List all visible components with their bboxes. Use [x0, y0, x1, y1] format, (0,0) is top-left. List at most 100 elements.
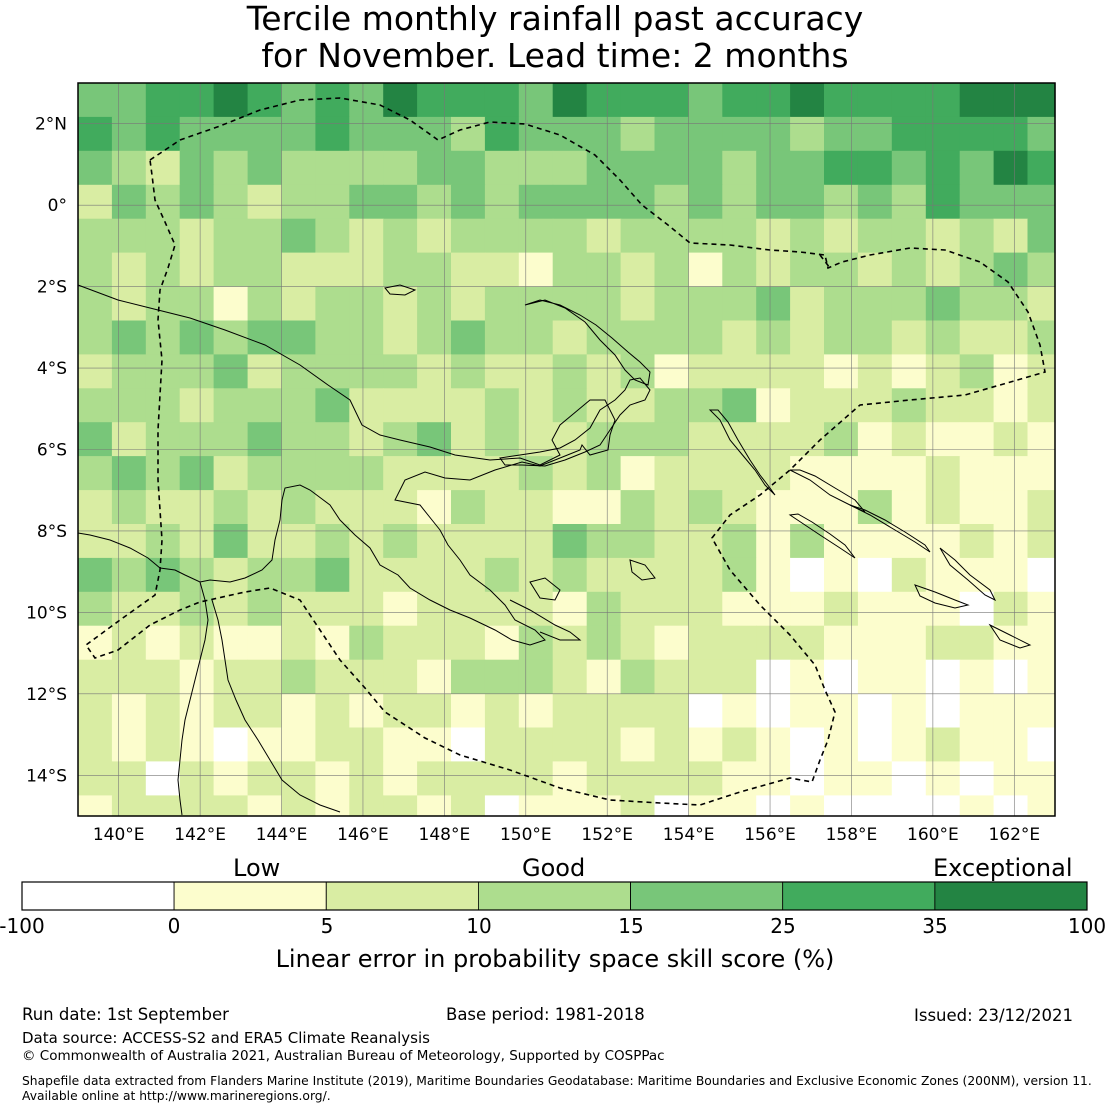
skill-cell: [857, 218, 893, 254]
skill-cell: [247, 286, 283, 321]
skill-cell: [383, 184, 418, 220]
map-axis-ticks: 140°E 142°E 144°E 146°E 148°E 150°E 152°E 154°E…: [26, 115, 1040, 845]
skill-cell: [959, 354, 995, 389]
skill-cell: [790, 252, 825, 288]
skill-cell: [145, 727, 181, 762]
skill-cell: [993, 252, 1029, 288]
skill-cell: [349, 252, 384, 288]
colorbar-tick: 100: [1067, 914, 1107, 938]
skill-cell: [688, 795, 723, 817]
skill-cell: [993, 150, 1029, 186]
skill-cell: [722, 354, 757, 389]
skill-cell: [891, 320, 927, 355]
sol-eez-boundary: [819, 254, 831, 269]
skill-cell: [213, 795, 249, 817]
skill-cell: [213, 218, 249, 254]
skill-cell: [145, 456, 181, 491]
skill-cell: [959, 557, 995, 593]
skill-cell: [145, 591, 181, 627]
skill-cell: [145, 693, 181, 729]
skill-cell: [654, 693, 689, 729]
skill-cell: [78, 659, 113, 695]
skill-cell: [247, 320, 283, 355]
skill-cell: [1027, 727, 1056, 762]
skill-cell: [586, 218, 622, 254]
skill-cell: [484, 693, 520, 729]
longitude-tick-label: 146°E: [337, 825, 389, 845]
skill-cell: [1027, 320, 1056, 355]
milne-bay-coast: [509, 599, 582, 641]
skill-cell: [78, 693, 113, 729]
skill-cell: [620, 795, 656, 817]
skill-cell: [179, 727, 215, 762]
skill-cell: [891, 354, 927, 389]
skill-cell: [925, 252, 961, 288]
skill-cell: [281, 659, 316, 695]
latitude-tick-label: 8°S: [37, 522, 67, 542]
skill-cell: [145, 557, 181, 593]
skill-cell: [790, 761, 825, 796]
skill-cell: [586, 693, 622, 729]
skill-cell: [518, 388, 554, 423]
skill-cell: [281, 761, 316, 796]
skill-cell: [857, 150, 893, 186]
skill-cell: [857, 456, 893, 491]
skill-cell: [756, 116, 791, 152]
skill-cell: [484, 727, 520, 762]
colorbar-segment: [630, 881, 784, 911]
skill-cell: [247, 659, 283, 695]
skill-cell: [620, 388, 656, 423]
longitude-tick-label: 152°E: [581, 825, 633, 845]
skill-cell: [383, 490, 418, 525]
louisiade-coast: [629, 559, 656, 581]
skill-cell: [179, 150, 215, 186]
skill-cell: [790, 659, 825, 695]
skill-cell: [281, 727, 316, 762]
skill-cell: [213, 116, 249, 152]
skill-cell: [145, 354, 181, 389]
skill-cell: [824, 659, 859, 695]
skill-cell: [484, 184, 520, 220]
skill-cell: [451, 116, 486, 152]
skill-cell: [281, 422, 316, 457]
longitude-tick-label: 154°E: [663, 825, 715, 845]
skill-cell: [891, 490, 927, 525]
skill-cell: [654, 625, 689, 661]
skill-cell: [78, 150, 113, 186]
skill-cell: [484, 286, 520, 321]
skill-cell: [315, 388, 350, 423]
manus-coast: [384, 284, 417, 296]
skill-cell: [383, 625, 418, 661]
skill-cell: [925, 557, 961, 593]
skill-cell: [688, 727, 723, 762]
skill-cell: [518, 795, 554, 817]
colorbar-frame: [21, 881, 1088, 911]
skill-cell: [654, 83, 689, 118]
skill-cell: [688, 422, 723, 457]
skill-cell: [281, 184, 316, 220]
skill-cell: [315, 693, 350, 729]
skill-cell: [959, 218, 995, 254]
skill-cell: [688, 693, 723, 729]
new-britain-coast: [499, 377, 651, 467]
skill-cell: [756, 252, 791, 288]
skill-cell: [959, 625, 995, 661]
skill-cell: [78, 761, 113, 796]
skill-cell: [417, 320, 452, 355]
colorbar-label-good: Good: [522, 854, 586, 882]
skill-cell: [247, 761, 283, 796]
skill-cell: [925, 591, 961, 627]
skill-cell: [247, 625, 283, 661]
skill-cell: [586, 286, 622, 321]
skill-cell: [891, 184, 927, 220]
skill-cell: [1027, 218, 1056, 254]
skill-cell: [1027, 557, 1056, 593]
skill-cell: [281, 218, 316, 254]
skill-cell: [417, 625, 452, 661]
skill-cell: [247, 83, 283, 118]
skill-cell: [484, 388, 520, 423]
skill-cell: [247, 524, 283, 559]
skill-cell: [281, 286, 316, 321]
skill-cell: [620, 252, 656, 288]
skill-cell: [688, 354, 723, 389]
